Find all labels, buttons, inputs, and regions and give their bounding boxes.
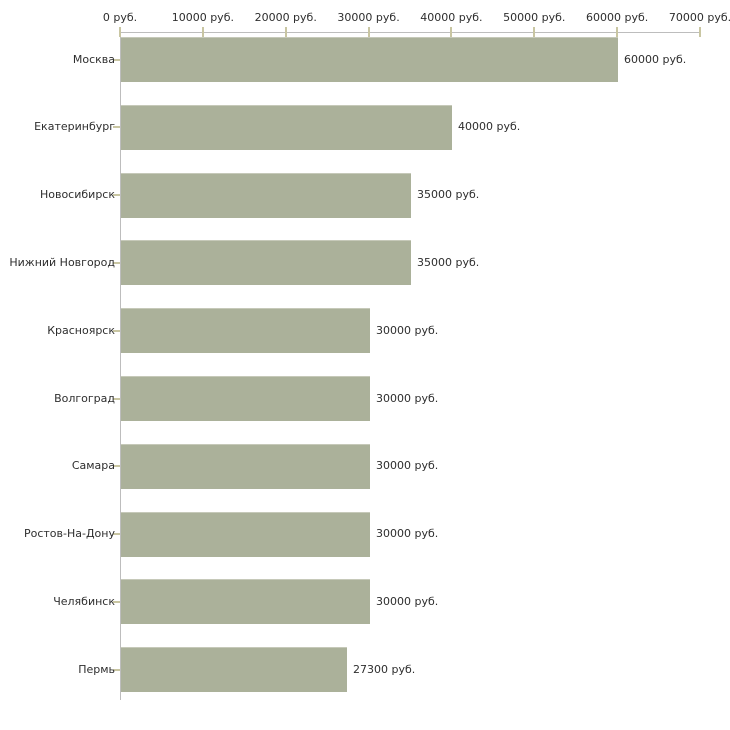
category-label: Нижний Новгород	[9, 255, 115, 269]
x-axis-tick	[699, 27, 701, 37]
value-label: 30000 руб.	[376, 391, 439, 405]
x-axis-tick	[284, 27, 287, 37]
value-label: 30000 руб.	[376, 459, 439, 473]
x-axis-line	[120, 32, 701, 33]
bar	[121, 443, 370, 489]
value-label: 40000 руб.	[458, 120, 521, 134]
value-label: 30000 руб.	[376, 527, 439, 541]
y-axis-tick	[113, 261, 120, 264]
y-axis-line	[120, 32, 121, 700]
y-axis-tick	[113, 58, 120, 61]
x-axis-tick-label: 70000 руб.	[668, 11, 730, 24]
bar	[121, 579, 370, 625]
bar	[121, 172, 411, 218]
x-axis-tick	[201, 27, 204, 37]
y-axis-tick	[113, 465, 120, 468]
value-label: 60000 руб.	[624, 52, 687, 66]
y-axis-tick	[113, 126, 120, 129]
x-axis-tick	[119, 27, 121, 37]
category-label: Самара	[71, 459, 115, 473]
y-axis-tick	[113, 533, 120, 536]
category-label: Челябинск	[53, 594, 115, 608]
x-axis-tick	[450, 27, 453, 37]
x-axis-tick-label: 20000 руб.	[254, 11, 317, 24]
bar	[121, 240, 411, 286]
bar	[121, 308, 370, 354]
value-label: 30000 руб.	[376, 323, 439, 337]
category-label: Красноярск	[47, 323, 115, 337]
x-axis-tick	[367, 27, 370, 37]
category-label: Ростов-На-Дону	[23, 527, 115, 541]
y-axis-tick	[113, 329, 120, 332]
x-axis-tick-label: 30000 руб.	[337, 11, 400, 24]
bar	[121, 104, 452, 150]
x-axis-tick-label: 0 руб.	[102, 11, 138, 24]
y-axis-tick	[113, 600, 120, 603]
category-label: Москва	[72, 52, 115, 66]
value-label: 30000 руб.	[376, 594, 439, 608]
bar	[121, 37, 618, 82]
category-label: Волгоград	[54, 391, 115, 405]
value-label: 35000 руб.	[417, 188, 480, 202]
y-axis-tick	[113, 668, 120, 671]
bar	[121, 511, 370, 557]
category-label: Новосибирск	[39, 188, 115, 202]
y-axis-tick	[113, 194, 120, 197]
category-label: Екатеринбург	[34, 120, 115, 134]
value-label: 35000 руб.	[417, 255, 480, 269]
x-axis-tick-label: 10000 руб.	[171, 11, 234, 24]
bar	[121, 376, 370, 421]
category-label: Пермь	[78, 662, 115, 676]
x-axis-tick	[533, 27, 536, 37]
bar	[121, 647, 347, 693]
x-axis-tick-label: 40000 руб.	[420, 11, 483, 24]
x-axis-tick-label: 50000 руб.	[503, 11, 566, 24]
value-label: 27300 руб.	[353, 662, 416, 676]
y-axis-tick	[113, 397, 120, 400]
x-axis-tick-label: 60000 руб.	[586, 11, 649, 24]
x-axis-tick	[616, 27, 619, 37]
